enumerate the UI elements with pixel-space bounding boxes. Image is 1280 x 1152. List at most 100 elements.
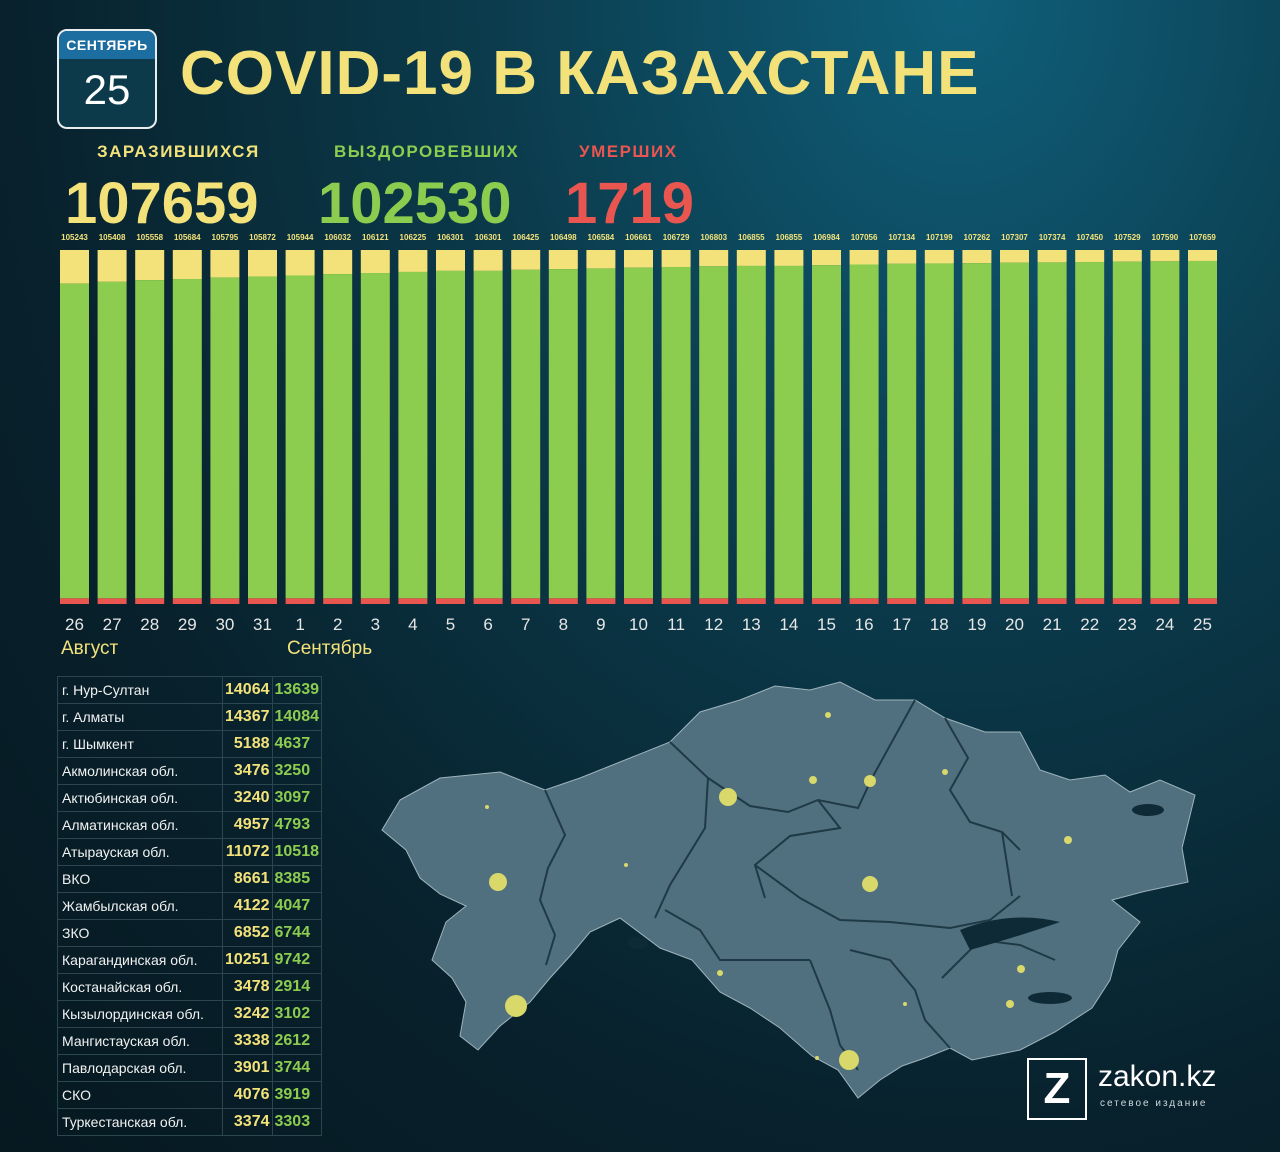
- region-infected: 3476: [222, 757, 273, 785]
- region-recovered: 3250: [271, 757, 322, 785]
- bar-infected: [887, 250, 917, 264]
- bar-dead: [924, 598, 954, 604]
- stat-recovered-value: 102530: [318, 171, 512, 236]
- bar-infected: [323, 250, 353, 275]
- stat-dead-value: 1719: [565, 171, 695, 236]
- bar-dead: [624, 598, 653, 604]
- region-recovered: 6744: [271, 919, 322, 947]
- bar-total-label: 105558: [136, 233, 163, 242]
- region-infected: 3901: [222, 1054, 273, 1082]
- stat-dead: УМЕРШИХ 1719: [565, 142, 694, 234]
- bar-dead: [398, 598, 428, 604]
- bar-infected: [736, 250, 766, 266]
- bar-group: [135, 250, 165, 604]
- bar-infected: [699, 250, 729, 267]
- bar-dead: [736, 598, 766, 604]
- x-tick-label: 3: [371, 615, 380, 634]
- x-tick-label: 9: [596, 615, 605, 634]
- bar-total-label: 106498: [550, 233, 577, 242]
- bar-chart: 1052432610540827105558281056842910579530…: [60, 233, 1217, 634]
- region-infected: 4957: [222, 811, 273, 839]
- bar-recovered: [60, 283, 89, 599]
- bar-infected: [1188, 250, 1217, 261]
- bar-dead: [97, 598, 127, 604]
- bar-group: [285, 250, 315, 604]
- map-lakes: [628, 804, 1164, 1004]
- bar-infected: [285, 250, 315, 276]
- bar-recovered: [661, 266, 691, 599]
- bar-infected: [1150, 250, 1180, 262]
- bar-infected: [962, 250, 992, 264]
- bar-infected: [849, 250, 879, 265]
- bar-recovered: [624, 267, 653, 599]
- region-recovered: 9742: [271, 946, 322, 974]
- region-infected: 4122: [222, 892, 273, 920]
- region-name: Кызылординская обл.: [57, 1000, 223, 1028]
- logo-name: zakon.kz: [1098, 1060, 1217, 1093]
- x-tick-label: 10: [629, 615, 648, 634]
- x-tick-label: 16: [855, 615, 874, 634]
- bar-dead: [360, 598, 390, 604]
- bar-total-label: 106729: [663, 233, 690, 242]
- bar-group: [323, 250, 353, 604]
- bar-infected: [812, 250, 841, 266]
- bar-recovered: [323, 274, 353, 599]
- bar-infected: [924, 250, 954, 264]
- bar-group: [60, 250, 89, 604]
- bar-total-label: 106584: [588, 233, 615, 242]
- table-row: Актюбинская обл. 3240 3097: [57, 784, 322, 812]
- bar-group: [887, 250, 917, 604]
- bar-dead: [248, 598, 277, 604]
- bar-infected: [60, 250, 89, 284]
- bar-recovered: [1000, 262, 1029, 599]
- bar-total-label: 107450: [1076, 233, 1103, 242]
- bar-dead: [1075, 598, 1105, 604]
- bar-recovered: [360, 273, 390, 599]
- x-tick-label: 19: [967, 615, 986, 634]
- region-name: г. Шымкент: [57, 730, 223, 758]
- bar-dead: [511, 598, 541, 604]
- stat-recovered: ВЫЗДОРОВЕВШИХ 102530: [318, 142, 519, 234]
- bar-recovered: [210, 277, 240, 599]
- table-row: г. Алматы 14367 14084: [57, 703, 322, 731]
- bar-recovered: [1112, 261, 1142, 599]
- bar-total-label: 105243: [61, 233, 88, 242]
- bar-group: [1112, 250, 1142, 604]
- table-row: Алматинская обл. 4957 4793: [57, 811, 322, 839]
- bar-recovered: [849, 264, 879, 599]
- x-tick-label: 14: [779, 615, 798, 634]
- bar-dead: [887, 598, 917, 604]
- table-row: г. Шымкент 5188 4637: [57, 730, 322, 758]
- month-label-september: Сентябрь: [287, 638, 373, 659]
- x-tick-label: 6: [483, 615, 492, 634]
- table-row: Костанайская обл. 3478 2914: [57, 973, 322, 1001]
- bar-total-label: 107590: [1152, 233, 1179, 242]
- x-tick-label: 5: [446, 615, 455, 634]
- bar-total-label: 107374: [1039, 233, 1066, 242]
- x-tick-label: 24: [1155, 615, 1174, 634]
- bar-infected: [97, 250, 127, 282]
- bar-group: [586, 250, 616, 604]
- bar-recovered: [135, 280, 165, 599]
- x-tick-label: 15: [817, 615, 836, 634]
- region-infected: 3478: [222, 973, 273, 1001]
- bar-total-label: 107529: [1114, 233, 1141, 242]
- x-tick-label: 26: [65, 615, 84, 634]
- bar-recovered: [774, 265, 804, 599]
- x-tick-label: 27: [103, 615, 122, 634]
- region-infected: 3374: [222, 1108, 273, 1136]
- bar-total-label: 105795: [212, 233, 239, 242]
- bar-recovered: [285, 275, 315, 599]
- table-row: Мангистауская обл. 3338 2612: [57, 1027, 322, 1055]
- bar-recovered: [172, 279, 202, 599]
- region-infected: 3242: [222, 1000, 273, 1028]
- bar-total-label: 106984: [813, 233, 840, 242]
- bar-total-label: 105944: [287, 233, 314, 242]
- region-recovered: 3097: [271, 784, 322, 812]
- bar-recovered: [473, 270, 503, 599]
- bar-recovered: [736, 265, 766, 599]
- regions-table: г. Нур-Султан 14064 13639 г. Алматы 14367 140…: [57, 676, 322, 1136]
- table-row: Жамбылская обл. 4122 4047: [57, 892, 322, 920]
- region-name: Актюбинская обл.: [57, 784, 223, 812]
- calendar-badge: СЕНТЯБРЬ 25: [57, 29, 157, 129]
